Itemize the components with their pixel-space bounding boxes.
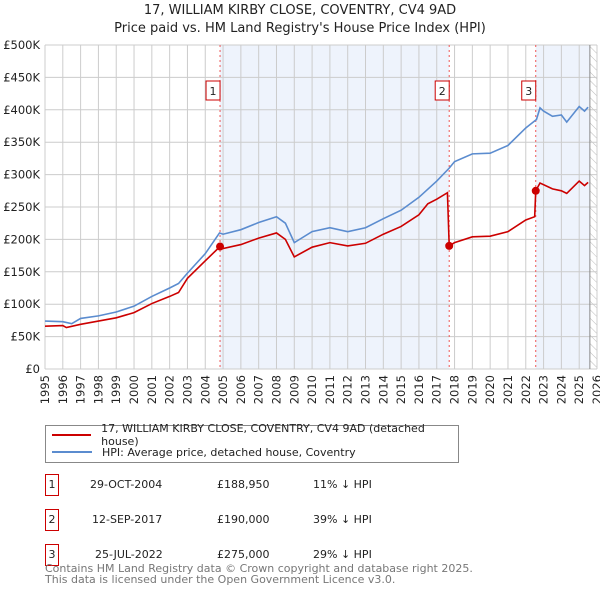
sale-marker-label: 2 [439, 85, 446, 98]
sale-price: £188,950 [217, 478, 270, 491]
x-tick-label: 2023 [537, 375, 551, 404]
sale-date: 29-OCT-2004 [90, 478, 163, 491]
sale-point [445, 241, 454, 250]
sale-marker-number: 2 [45, 509, 59, 531]
sale-price: £190,000 [217, 513, 270, 526]
y-tick-label: £500K [3, 38, 40, 52]
legend-item-hpi: HPI: Average price, detached house, Cove… [52, 444, 356, 460]
chart-title: 17, WILLIAM KIRBY CLOSE, COVENTRY, CV4 9… [143, 3, 457, 18]
chart-subtitle: Price paid vs. HM Land Registry's House … [114, 21, 486, 36]
x-tick-label: 1997 [74, 375, 88, 404]
y-tick-label: £400K [3, 103, 40, 117]
table-row: 1 29-OCT-2004 £188,950 11% ↓ HPI [45, 474, 445, 496]
y-tick-label: £250K [3, 200, 40, 214]
y-tick-label: £450K [3, 70, 40, 84]
attribution: Contains HM Land Registry data © Crown c… [45, 563, 473, 585]
x-tick-label: 2021 [501, 375, 515, 404]
sale-marker-number: 1 [45, 474, 59, 496]
x-tick-label: 2010 [305, 375, 319, 404]
legend-item-property: 17, WILLIAM KIRBY CLOSE, COVENTRY, CV4 9… [52, 422, 458, 448]
x-tick-label: 2019 [465, 375, 479, 404]
sale-marker-box [434, 80, 450, 101]
x-tick-label: 2022 [519, 375, 533, 404]
x-tick-label: 2012 [341, 375, 355, 404]
x-tick-label: 1998 [91, 375, 105, 404]
sale-point [531, 186, 540, 195]
sale-marker-box [205, 80, 221, 101]
legend-label: HPI: Average price, detached house, Cove… [102, 445, 356, 459]
legend-label: 17, WILLIAM KIRBY CLOSE, COVENTRY, CV4 9… [101, 422, 425, 448]
x-tick-label: 2004 [198, 375, 212, 404]
sale-marker-number: 3 [45, 544, 59, 566]
x-tick-label: 2016 [412, 375, 426, 404]
price-paid-line [44, 179, 589, 329]
x-tick-label: 2006 [234, 375, 248, 404]
y-tick-label: £100K [3, 297, 40, 311]
licence-line: This data is licensed under the Open Gov… [45, 573, 396, 586]
x-tick-label: 2020 [483, 375, 497, 404]
x-tick-label: 2026 [590, 375, 600, 404]
y-tick-label: £350K [3, 135, 40, 149]
x-tick-label: 2024 [554, 375, 568, 404]
x-tick-label: 2000 [127, 375, 141, 404]
x-tick-label: 1999 [109, 375, 123, 404]
sale-hpi-diff: 29% ↓ HPI [313, 548, 372, 561]
x-tick-label: 2002 [163, 375, 177, 404]
x-tick-label: 2008 [269, 375, 283, 404]
sale-marker-label: 3 [525, 85, 532, 98]
x-tick-label: 2009 [287, 375, 301, 404]
y-tick-label: £0 [25, 362, 40, 376]
sale-hpi-diff: 11% ↓ HPI [313, 478, 372, 491]
sale-price: £275,000 [217, 548, 270, 561]
x-tick-label: 2011 [323, 375, 337, 404]
x-tick-label: 2005 [216, 375, 230, 404]
x-tick-label: 2003 [180, 375, 194, 404]
sale-point [216, 242, 225, 251]
x-tick-label: 1996 [56, 375, 70, 404]
sale-marker-label: 1 [210, 85, 217, 98]
y-tick-label: £150K [3, 265, 40, 279]
x-tick-label: 2025 [572, 375, 586, 404]
hpi-line [44, 105, 589, 325]
sale-marker-box [521, 80, 537, 101]
sale-date: 25-JUL-2022 [95, 548, 163, 561]
table-row: 3 25-JUL-2022 £275,000 29% ↓ HPI [45, 544, 445, 566]
y-tick-label: £50K [11, 330, 41, 344]
y-tick-label: £200K [3, 232, 40, 246]
sale-hpi-diff: 39% ↓ HPI [313, 513, 372, 526]
x-tick-label: 1995 [38, 375, 52, 404]
sale-date: 12-SEP-2017 [92, 513, 163, 526]
x-tick-label: 2013 [359, 375, 373, 404]
legend-swatch-blue [52, 451, 92, 453]
x-tick-label: 2001 [145, 375, 159, 404]
x-tick-label: 2007 [252, 375, 266, 404]
table-row: 2 12-SEP-2017 £190,000 39% ↓ HPI [45, 509, 445, 531]
price-chart: 1995 1996 1997 1998 1999 2000 2001 2002 2003 2004… [3, 38, 600, 404]
x-tick-label: 2018 [448, 375, 462, 404]
legend-swatch-red [52, 434, 92, 436]
legend: 17, WILLIAM KIRBY CLOSE, COVENTRY, CV4 9… [45, 422, 459, 463]
x-tick-label: 2015 [394, 375, 408, 404]
x-tick-label: 2014 [376, 375, 390, 404]
attribution-line: Contains HM Land Registry data © Crown c… [45, 562, 473, 575]
x-tick-label: 2017 [430, 375, 444, 404]
y-tick-label: £300K [3, 168, 40, 182]
